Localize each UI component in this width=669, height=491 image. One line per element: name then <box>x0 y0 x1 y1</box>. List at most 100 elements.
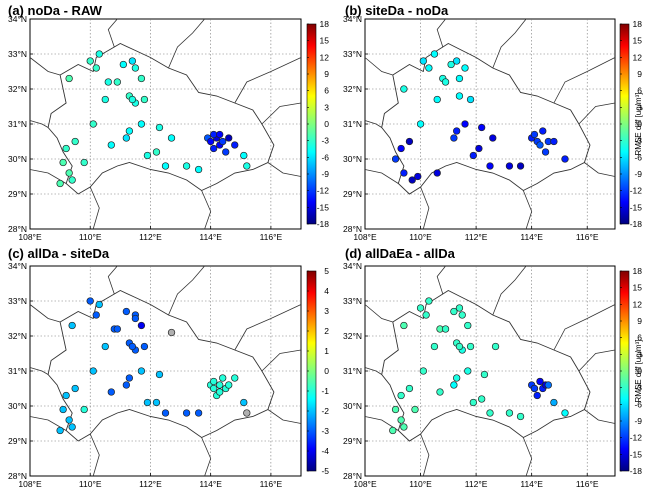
lat-tick-label: 29°N <box>8 436 27 446</box>
lat-tick-label: 31°N <box>343 366 362 376</box>
neighbor-boundary <box>553 57 616 104</box>
station-point <box>464 321 472 330</box>
station-point <box>128 95 137 104</box>
lat-tick-label: 29°N <box>8 189 27 199</box>
station-point <box>219 137 227 146</box>
station-point <box>550 137 558 146</box>
station-point <box>453 127 461 135</box>
station-point <box>461 64 469 72</box>
station-point <box>419 57 427 65</box>
station-point <box>210 377 218 386</box>
station-point <box>408 176 416 184</box>
neighbor-boundary <box>584 162 616 177</box>
lat-tick-label: 31°N <box>8 366 27 376</box>
lat-tick-label: 28°N <box>343 224 362 234</box>
lon-tick-label: 116°E <box>576 232 599 242</box>
station-point <box>101 342 109 351</box>
station-point <box>505 409 514 417</box>
station-point <box>231 374 239 382</box>
lon-tick-label: 110°E <box>79 479 102 489</box>
neighbor-boundary <box>29 367 49 375</box>
station-point <box>194 409 203 417</box>
station-point <box>56 179 64 188</box>
lat-tick-label: 30°N <box>8 154 27 164</box>
station-point <box>491 342 500 351</box>
neighbor-boundary <box>107 265 118 295</box>
station-point <box>422 311 430 319</box>
colorbar-tick-label: -18 <box>630 219 643 229</box>
station-point <box>140 95 149 104</box>
lon-tick-label: 110°E <box>409 479 432 489</box>
station-point <box>433 95 441 104</box>
colorbar-tick-label: 18 <box>320 19 330 29</box>
station-point <box>137 367 146 375</box>
station-point <box>167 328 176 337</box>
station-point <box>68 176 76 184</box>
neighbor-boundary <box>261 349 302 372</box>
station-point <box>536 377 544 386</box>
station-point <box>113 325 121 333</box>
station-point <box>59 158 67 167</box>
station-point <box>122 381 131 389</box>
station-point <box>210 130 218 139</box>
neighbor-boundary <box>364 120 382 128</box>
station-point <box>530 384 539 393</box>
station-point <box>89 120 97 128</box>
lon-tick-label: 112°E <box>139 479 162 489</box>
neighbor-boundary <box>553 304 616 351</box>
lat-tick-label: 29°N <box>343 436 362 446</box>
colorbar-tick-label: -5 <box>321 466 329 476</box>
colorbar-tick-label: -9 <box>634 416 642 426</box>
colorbar-tick-label: 6 <box>637 86 642 96</box>
station-point <box>391 405 400 414</box>
station-point <box>56 426 64 435</box>
lat-tick-label: 32°N <box>343 84 362 94</box>
neighbor-boundary <box>201 437 212 477</box>
station-point <box>62 391 70 400</box>
station-point <box>505 162 514 170</box>
colorbar-tick-label: 12 <box>633 299 643 309</box>
neighbor-boundary <box>201 190 212 230</box>
station-point <box>240 398 248 407</box>
station-point <box>231 141 239 149</box>
station-point <box>80 158 88 167</box>
colorbar-tick-label: -3 <box>321 426 329 436</box>
station-point <box>182 162 191 170</box>
station-point <box>453 374 461 382</box>
neighbor-boundary <box>492 265 527 316</box>
colorbar-tick-label: 0 <box>324 366 329 376</box>
station-point <box>68 321 76 330</box>
station-point <box>59 405 67 414</box>
station-point <box>544 381 552 389</box>
colorbar-tick-label: -3 <box>634 383 642 393</box>
lon-tick-label: 112°E <box>465 479 488 489</box>
panel-title: (b) siteDa - noDa <box>345 3 449 18</box>
colorbar-tick-label: 1 <box>324 346 329 356</box>
colorbar-tick-label: -12 <box>317 186 330 196</box>
neighbor-boundary <box>89 433 100 477</box>
lat-tick-label: 33°N <box>8 49 27 59</box>
station-point <box>210 144 218 153</box>
station-point <box>225 134 233 142</box>
station-point <box>516 412 525 421</box>
province-boundary <box>381 42 591 195</box>
station-point <box>216 388 224 396</box>
station-point <box>561 409 569 417</box>
lat-tick-label: 30°N <box>343 401 362 411</box>
station-point <box>391 155 400 163</box>
station-point <box>405 137 414 146</box>
colorbar-label: RMSE diff [ug/m³] <box>634 93 643 156</box>
colorbar-tick-label: -2 <box>321 406 329 416</box>
station-point <box>397 144 405 153</box>
station-point <box>430 342 439 351</box>
colorbar-tick-label: 3 <box>324 102 329 112</box>
lon-tick-label: 112°E <box>139 232 162 242</box>
station-point <box>430 50 439 58</box>
station-point <box>207 137 215 146</box>
station-point <box>455 342 464 351</box>
neighbor-boundary <box>107 18 118 48</box>
station-point <box>62 144 70 153</box>
province-boundary <box>381 289 591 442</box>
station-point <box>225 381 233 389</box>
